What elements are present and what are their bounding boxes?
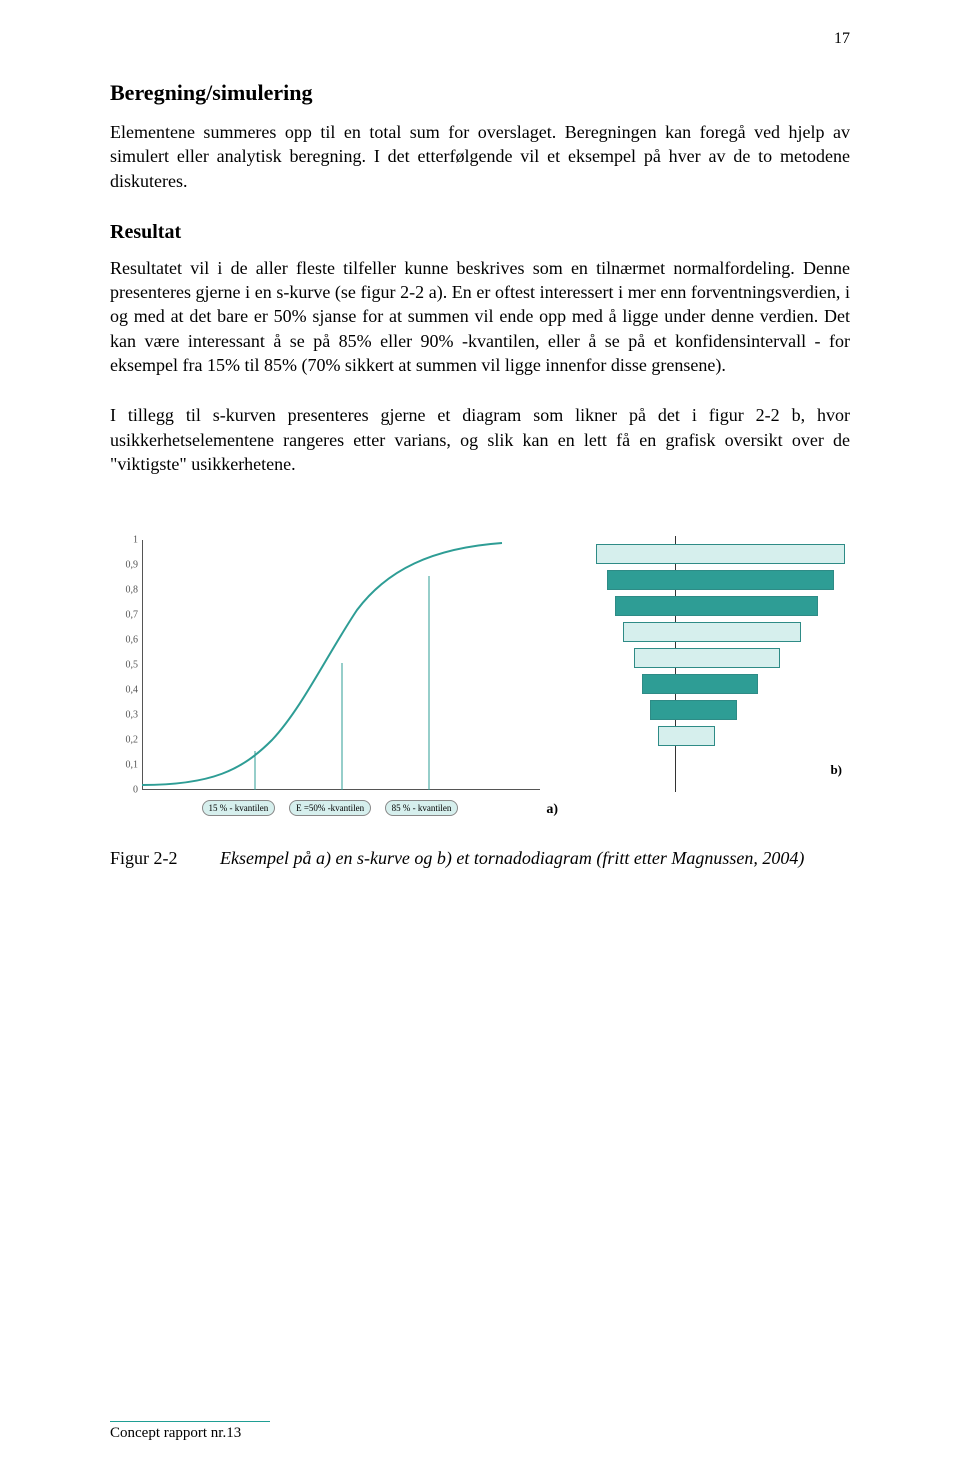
tornado-bar [658, 726, 715, 746]
y-tick-label: 0,7 [110, 610, 138, 621]
paragraph-3: I tillegg til s-kurven presenteres gjern… [110, 403, 850, 476]
y-tick-label: 1 [110, 535, 138, 546]
y-tick-label: 0,1 [110, 760, 138, 771]
y-tick-label: 0 [110, 785, 138, 796]
y-tick-label: 0,2 [110, 735, 138, 746]
quantile-pill: 85 % - kvantilen [385, 800, 459, 816]
y-tick-label: 0,6 [110, 635, 138, 646]
tornado-bar [634, 648, 780, 668]
figure-label: Figur 2-2 [110, 848, 220, 869]
heading-beregning: Beregning/simulering [110, 80, 850, 106]
heading-resultat: Resultat [110, 221, 850, 244]
s-curve-chart: 00,10,20,30,40,50,60,70,80,91 15 % - kva… [110, 540, 540, 820]
y-tick-label: 0,4 [110, 685, 138, 696]
page-number: 17 [834, 30, 850, 48]
tornado-bar [607, 570, 834, 590]
figure-2-2: 0 0,1 0,2 0,3 0,4 0,5 0,6 0,7 0,8 0,9 1 15 % - kva… [110, 536, 850, 869]
y-tick-label: 0,8 [110, 585, 138, 596]
quantile-pill: 15 % - kvantilen [202, 800, 276, 816]
paragraph-1: Elementene summeres opp til en total sum… [110, 120, 850, 193]
paragraph-2: Resultatet vil i de aller fleste tilfell… [110, 256, 850, 377]
figure-caption-row: Figur 2-2 Eksempel på a) en s-kurve og b… [110, 848, 850, 869]
y-tick-label: 0,9 [110, 560, 138, 571]
tornado-bar [642, 674, 758, 694]
tornado-bar [623, 622, 801, 642]
footer: Concept rapport nr.13 [110, 1421, 270, 1442]
subfigure-label-b: b) [830, 762, 842, 778]
y-tick-label: 0,5 [110, 660, 138, 671]
s-curve-svg [142, 540, 540, 790]
tornado-bar [650, 700, 736, 720]
page: 17 Beregning/simulering Elementene summe… [0, 0, 960, 1470]
y-tick-label: 0,3 [110, 710, 138, 721]
subfigure-label-a: a) [546, 802, 558, 818]
tornado-bar [596, 544, 844, 564]
tornado-chart: b) [580, 536, 850, 820]
figure-caption: Eksempel på a) en s-kurve og b) et torna… [220, 848, 804, 869]
tornado-bar [615, 596, 818, 616]
quantile-pill: E =50% -kvantilen [289, 800, 371, 816]
